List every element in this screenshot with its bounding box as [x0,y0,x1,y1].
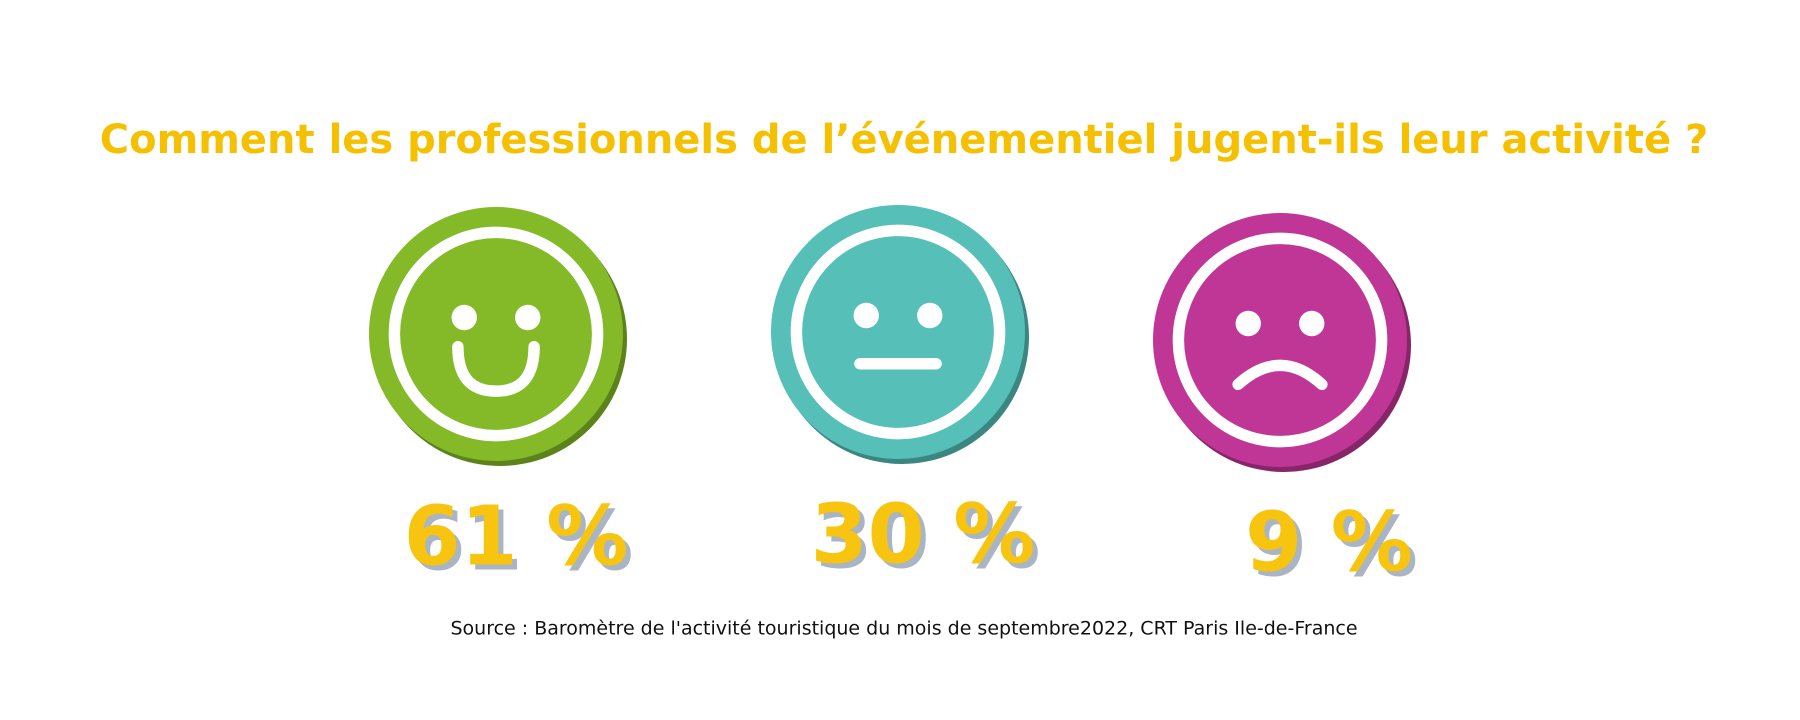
value-label-shadow: 9 % [1250,500,1418,595]
face-mouth [1232,359,1328,391]
face-eye [1235,310,1261,337]
face-mouth [452,340,540,397]
value-label-shadow: 61 % [409,494,634,589]
value-label: 9 % [1245,495,1413,590]
value-label: 30 % [811,487,1036,582]
value-label-shadow: 30 % [816,492,1041,587]
face-icon [369,207,627,466]
chart-title: Comment les professionnels de l’événemen… [100,117,1709,163]
face-eye [451,304,477,331]
face-icon [771,205,1029,464]
face-disc [1153,213,1407,467]
face-ring [388,226,604,442]
face-disc [369,207,623,461]
value-label: 61 % [404,489,629,584]
face-eye [853,302,879,329]
face-disc [771,205,1025,459]
source-note: Source : Baromètre de l'activité tourist… [450,618,1357,640]
face-eye [1299,310,1325,337]
face-eye [917,302,943,329]
face-eye [515,304,541,331]
face-ring [790,224,1006,440]
face-ring [1172,232,1388,448]
face-icon [1153,213,1411,472]
